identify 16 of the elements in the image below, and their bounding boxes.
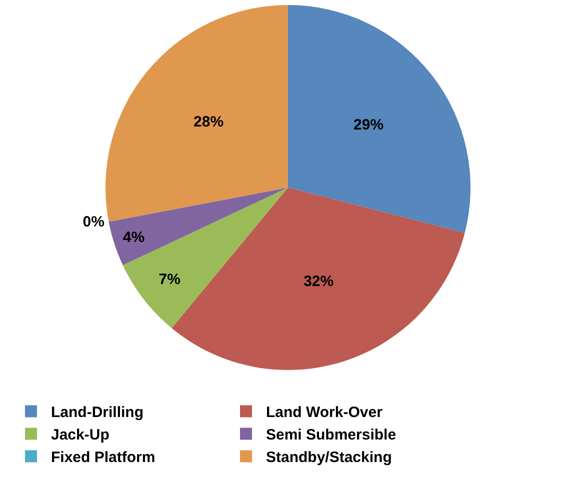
- pie-slice: [106, 5, 288, 222]
- legend-label: Land-Drilling: [51, 404, 144, 422]
- legend-label: Standby/Stacking: [266, 449, 392, 466]
- pie-slice: [288, 5, 471, 233]
- legend-label: Fixed Platform: [51, 449, 156, 466]
- pie-slice: [108, 188, 288, 266]
- legend-label: Land Work-Over: [266, 404, 383, 422]
- data-label: 32%: [304, 273, 334, 290]
- data-label: 7%: [158, 270, 180, 288]
- legend-label: Semi Submersible: [266, 426, 396, 444]
- legend-label: Jack-Up: [51, 426, 110, 444]
- text: 0%: [82, 214, 104, 231]
- data-label: 29%: [354, 116, 384, 134]
- pie-slice: [122, 188, 288, 328]
- data-label: 28%: [194, 113, 224, 130]
- data-label: 4%: [122, 229, 145, 246]
